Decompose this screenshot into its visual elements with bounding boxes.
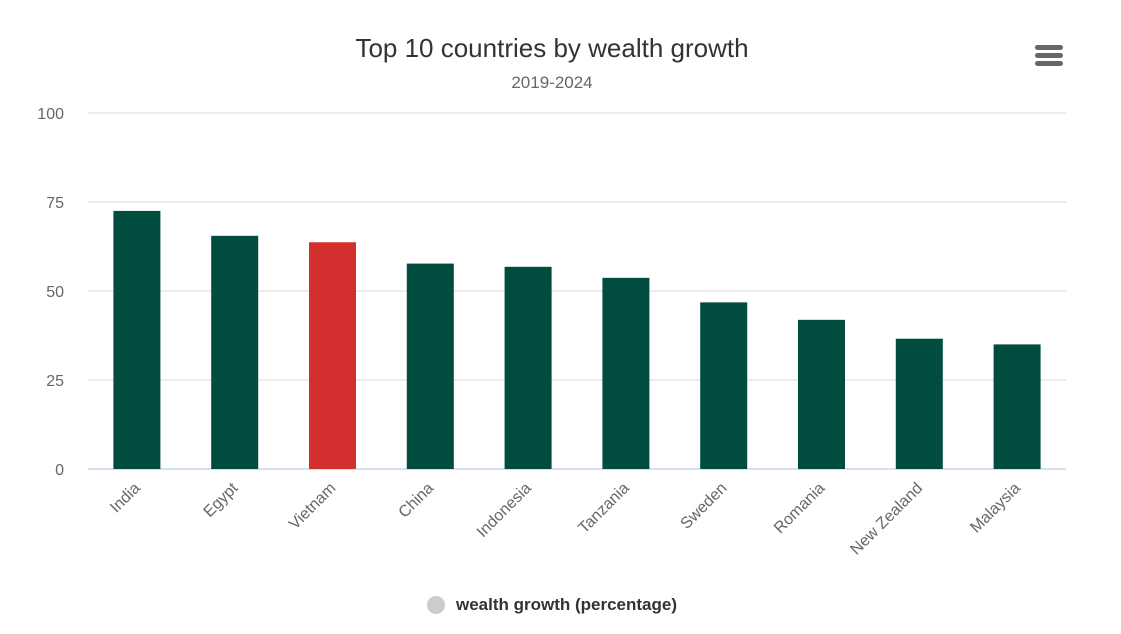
bar-malaysia[interactable] xyxy=(993,344,1041,469)
bar-tanzania[interactable] xyxy=(602,277,650,469)
legend: wealth growth (percentage) xyxy=(0,595,1104,619)
hamburger-menu-icon xyxy=(1035,45,1063,50)
x-tick-label: China xyxy=(396,480,438,522)
y-tick-label: 75 xyxy=(46,195,64,212)
x-tick-label: New Zealand xyxy=(847,480,926,559)
y-tick-label: 25 xyxy=(46,373,64,390)
x-tick-label: Malaysia xyxy=(967,480,1024,537)
bar-new-zealand[interactable] xyxy=(895,338,943,469)
bar-vietnam[interactable] xyxy=(309,242,356,469)
y-axis-ticks: 0 25 50 75 100 xyxy=(37,106,64,479)
bar-indonesia[interactable] xyxy=(504,266,552,469)
x-tick-label: Egypt xyxy=(201,479,242,520)
y-tick-label: 0 xyxy=(55,462,64,479)
chart-menu-button[interactable] xyxy=(1031,40,1067,72)
chart-subtitle: 2019-2024 xyxy=(511,73,593,92)
x-tick-label: Sweden xyxy=(678,480,731,533)
x-tick-label: India xyxy=(107,480,144,517)
legend-item[interactable]: wealth growth (percentage) xyxy=(426,595,678,615)
chart-title: Top 10 countries by wealth growth xyxy=(355,33,749,63)
x-tick-label: Vietnam xyxy=(286,480,339,533)
bars xyxy=(113,210,1041,469)
x-axis-ticks: India Egypt Vietnam China Indonesia Tanzania S… xyxy=(107,479,1024,558)
bar-china[interactable] xyxy=(406,263,454,469)
bar-romania[interactable] xyxy=(798,319,845,469)
y-tick-label: 50 xyxy=(46,284,64,301)
x-tick-label: Indonesia xyxy=(474,480,535,541)
bar-india[interactable] xyxy=(113,210,161,469)
bar-egypt[interactable] xyxy=(211,235,259,469)
x-tick-label: Romania xyxy=(771,480,828,537)
legend-label: wealth growth (percentage) xyxy=(455,595,678,614)
x-tick-label: Tanzania xyxy=(575,480,632,537)
legend-circle-icon xyxy=(426,596,445,614)
bar-sweden[interactable] xyxy=(700,302,748,469)
y-tick-label: 100 xyxy=(37,106,64,123)
